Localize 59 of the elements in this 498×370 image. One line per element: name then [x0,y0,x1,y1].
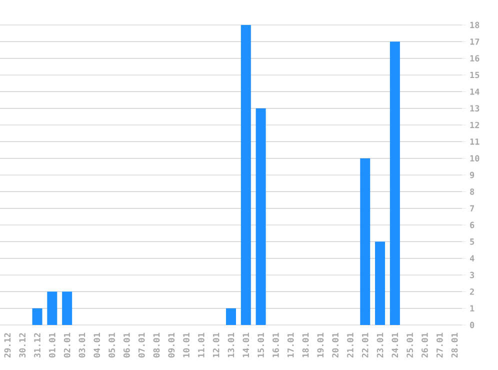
x-tick-label: 31.12 [34,333,40,358]
x-tick-label: 10.01 [183,332,190,358]
x-tick-label: 07.01 [138,332,145,358]
x-tick-label: 24.01 [392,332,398,358]
x-tick-label: 25.01 [406,332,414,358]
y-tick-label: 3 [470,272,474,278]
bar [390,42,400,325]
x-tick-label: 21.01 [347,332,354,358]
x-tick-label: 19.01 [317,332,324,358]
y-tick-label: 17 [470,38,480,45]
x-tick-label: 01.01 [48,332,56,358]
x-tick-label: 15.01 [258,332,264,358]
y-tick-label: 4 [470,255,474,262]
y-tick-label: 12 [470,122,480,128]
y-tick-label: 15 [470,72,480,78]
bar [47,292,58,325]
y-tick-label: 11 [470,138,480,145]
x-tick-label: 22.01 [362,332,368,358]
y-tick-label: 8 [470,188,474,195]
y-tick-label: 18 [470,22,480,28]
y-tick-label: 16 [470,55,480,62]
bar [256,108,266,325]
y-tick-label: 1 [470,305,474,312]
y-tick-label: 6 [470,222,474,228]
x-tick-label: 12.01 [212,332,220,358]
x-tick-label: 03.01 [78,332,86,358]
x-tick-label: 14.01 [242,332,250,358]
y-tick-label: 9 [470,172,474,178]
x-tick-label: 11.01 [198,332,204,358]
y-tick-label: 14 [470,88,480,95]
x-tick-label: 23.01 [376,332,384,358]
x-tick-label: 18.01 [302,332,309,358]
y-tick-label: 10 [470,155,480,162]
x-tick-label: 29.12 [4,333,11,358]
x-tick-label: 05.01 [108,332,115,358]
x-tick-label: 26.01 [422,332,428,358]
y-tick-label: 0 [470,322,474,328]
y-tick-label: 13 [470,105,480,112]
x-tick-label: 27.01 [436,332,443,358]
y-tick-label: 5 [470,238,474,245]
y-tick-label: 7 [470,205,474,212]
bar [375,242,386,325]
x-tick-label: 04.01 [94,332,100,358]
bar [240,24,251,325]
bar [360,158,370,325]
x-tick-label: 30.12 [19,333,26,358]
bar [226,308,236,325]
x-tick-label: 17.01 [287,332,294,358]
bar [32,308,42,325]
x-tick-label: 08.01 [153,332,160,358]
x-tick-label: 28.01 [451,332,458,358]
y-tick-label: 2 [470,288,474,295]
x-tick-label: 13.01 [228,332,234,358]
bar [62,292,72,325]
x-tick-label: 06.01 [123,332,130,358]
x-tick-label: 09.01 [168,332,175,358]
x-tick-label: 16.01 [272,332,279,358]
x-tick-label: 20.01 [332,332,339,358]
x-tick-label: 02.01 [64,332,70,358]
